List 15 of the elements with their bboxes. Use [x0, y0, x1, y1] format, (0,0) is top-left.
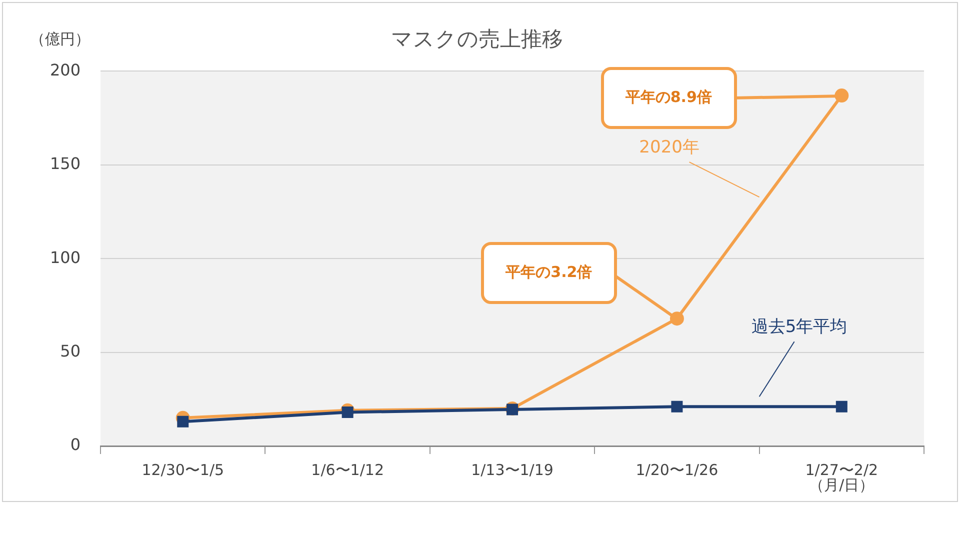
y-tick-label: 100	[50, 248, 81, 267]
x-tick-label: 1/13〜1/19	[471, 460, 554, 479]
callout-box: 平年の3.2倍	[480, 242, 617, 304]
y-tick-label: 50	[60, 341, 81, 360]
callout-box: 平年の8.9倍	[600, 66, 737, 129]
x-tick-label: 1/6〜1/12	[311, 460, 384, 479]
y-tick-label: 150	[50, 154, 81, 174]
text: 過去5年平均	[751, 317, 848, 338]
y-tick-label: 0	[70, 435, 81, 454]
chart-title: マスクの売上推移	[391, 27, 563, 52]
text: 2020年	[639, 137, 700, 158]
x-tick-label: 12/30〜1/5	[142, 460, 224, 479]
y-tick-label: 200	[50, 60, 81, 80]
x-tick-label: 1/20〜1/26	[636, 460, 718, 479]
y-axis-title: （億円）	[30, 30, 90, 48]
